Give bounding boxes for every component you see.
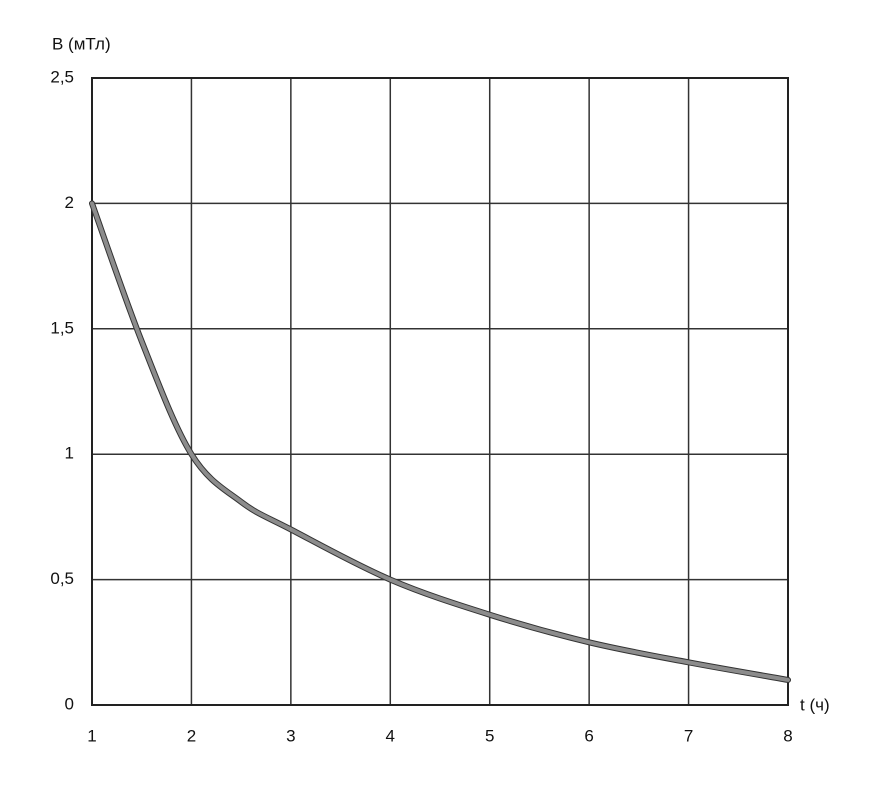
- x-tick-label: 5: [485, 726, 494, 745]
- x-tick-label: 8: [783, 726, 792, 745]
- y-axis-label: B (мТл): [52, 34, 111, 53]
- x-tick-label: 2: [187, 726, 196, 745]
- x-tick-label: 4: [386, 726, 395, 745]
- plot-frame: [91, 77, 789, 706]
- x-tick-label: 3: [286, 726, 295, 745]
- x-tick-label: 1: [87, 726, 96, 745]
- y-tick-label: 2,5: [50, 67, 74, 86]
- y-tick-label: 0: [65, 694, 74, 713]
- y-tick-label: 2: [65, 193, 74, 212]
- line-series: [90, 201, 790, 682]
- x-axis-label: t (ч): [800, 695, 830, 714]
- y-tick-label: 0,5: [50, 569, 74, 588]
- x-tick-label: 6: [584, 726, 593, 745]
- y-tick-label: 1: [65, 444, 74, 463]
- x-tick-label: 7: [684, 726, 693, 745]
- y-tick-label: 1,5: [50, 318, 74, 337]
